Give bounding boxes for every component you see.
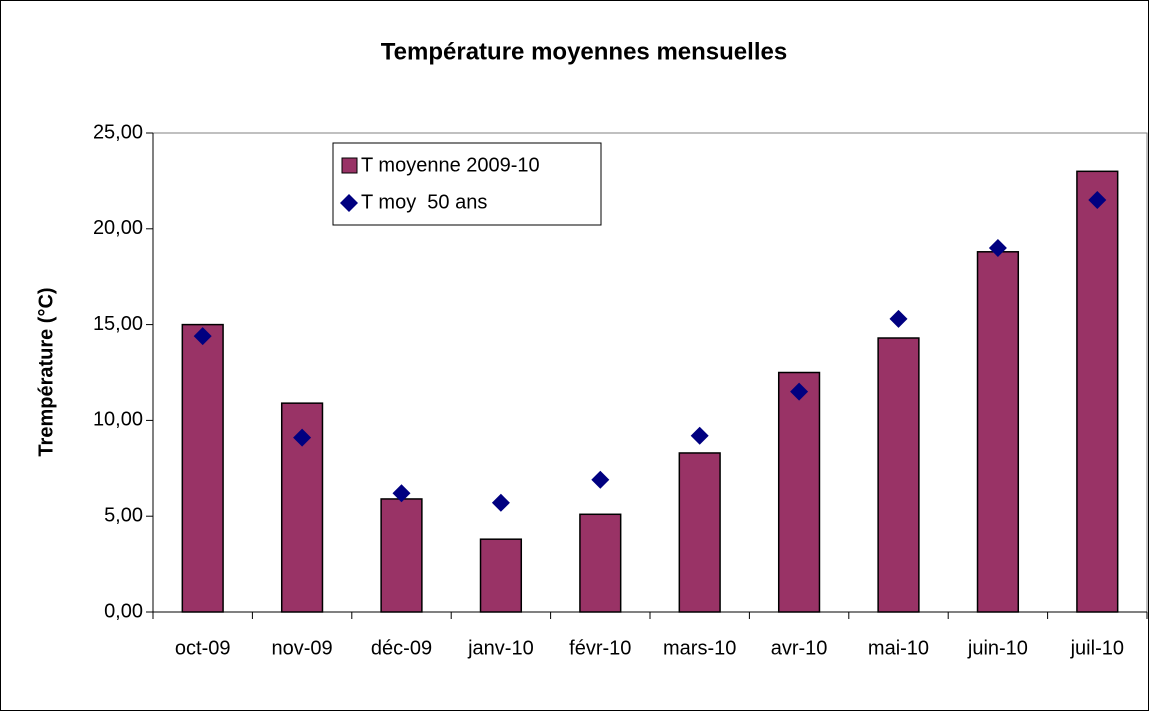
legend-label: T moy 50 ans (361, 191, 487, 213)
legend-swatch (341, 157, 358, 174)
x-tick-label: janv-10 (467, 637, 534, 659)
marker (591, 470, 610, 489)
y-tick-label: 20,00 (93, 217, 143, 239)
marker (690, 426, 709, 445)
marker (293, 428, 312, 447)
x-tick-label: mai-10 (868, 637, 929, 659)
bar (877, 337, 920, 613)
x-tick-label: mars-10 (663, 637, 736, 659)
marker (988, 238, 1007, 257)
x-tick-label: nov-09 (272, 637, 333, 659)
marker (889, 309, 908, 328)
y-tick-label: 5,00 (104, 504, 143, 526)
marker (392, 484, 411, 503)
bar (181, 323, 224, 613)
marker (790, 382, 809, 401)
legend-label: T moyenne 2009-10 (361, 154, 540, 176)
legend-box (332, 142, 602, 226)
legend-swatch (340, 194, 358, 212)
marker (193, 327, 212, 346)
y-tick-label: 15,00 (93, 313, 143, 335)
marker (491, 493, 510, 512)
y-axis-label: Trempérature (°C) (35, 287, 57, 456)
bar (380, 498, 423, 613)
marker (1088, 191, 1107, 210)
chart-title: Température moyennes mensuelles (381, 38, 787, 65)
x-tick-label: févr-10 (569, 637, 631, 659)
x-tick-label: juin-10 (967, 637, 1028, 659)
y-tick-label: 10,00 (93, 409, 143, 431)
x-tick-label: oct-09 (175, 637, 231, 659)
y-tick-label: 0,00 (104, 600, 143, 622)
bar (479, 538, 523, 613)
x-tick-label: avr-10 (771, 637, 828, 659)
bar (1076, 170, 1119, 613)
bar (976, 251, 1020, 613)
y-tick-label: 25,00 (93, 121, 143, 143)
bar (678, 452, 721, 613)
x-tick-label: déc-09 (371, 637, 432, 659)
x-tick-label: juil-10 (1070, 637, 1124, 659)
bar (579, 513, 622, 613)
bar (777, 371, 821, 613)
